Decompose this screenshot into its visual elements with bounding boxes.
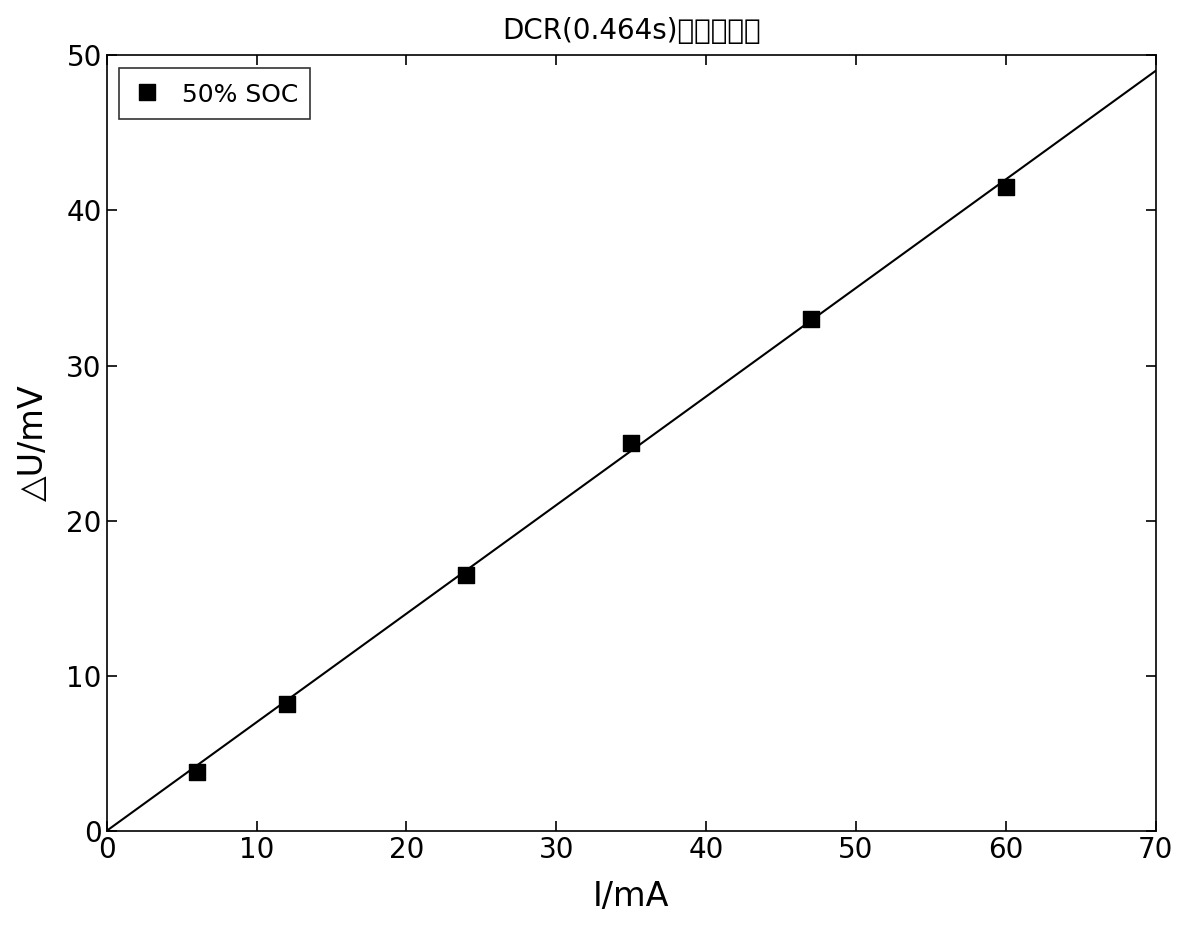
50% SOC [802,312,821,326]
50% SOC [621,435,640,450]
50% SOC [187,764,206,779]
Y-axis label: △U/mV: △U/mV [17,385,50,501]
50% SOC [277,697,296,711]
50% SOC [996,179,1015,194]
50% SOC [457,567,476,582]
X-axis label: I/mA: I/mA [593,881,670,913]
Legend: 50% SOC: 50% SOC [119,68,311,119]
Title: DCR(0.464s)的线性拟合: DCR(0.464s)的线性拟合 [502,17,760,45]
